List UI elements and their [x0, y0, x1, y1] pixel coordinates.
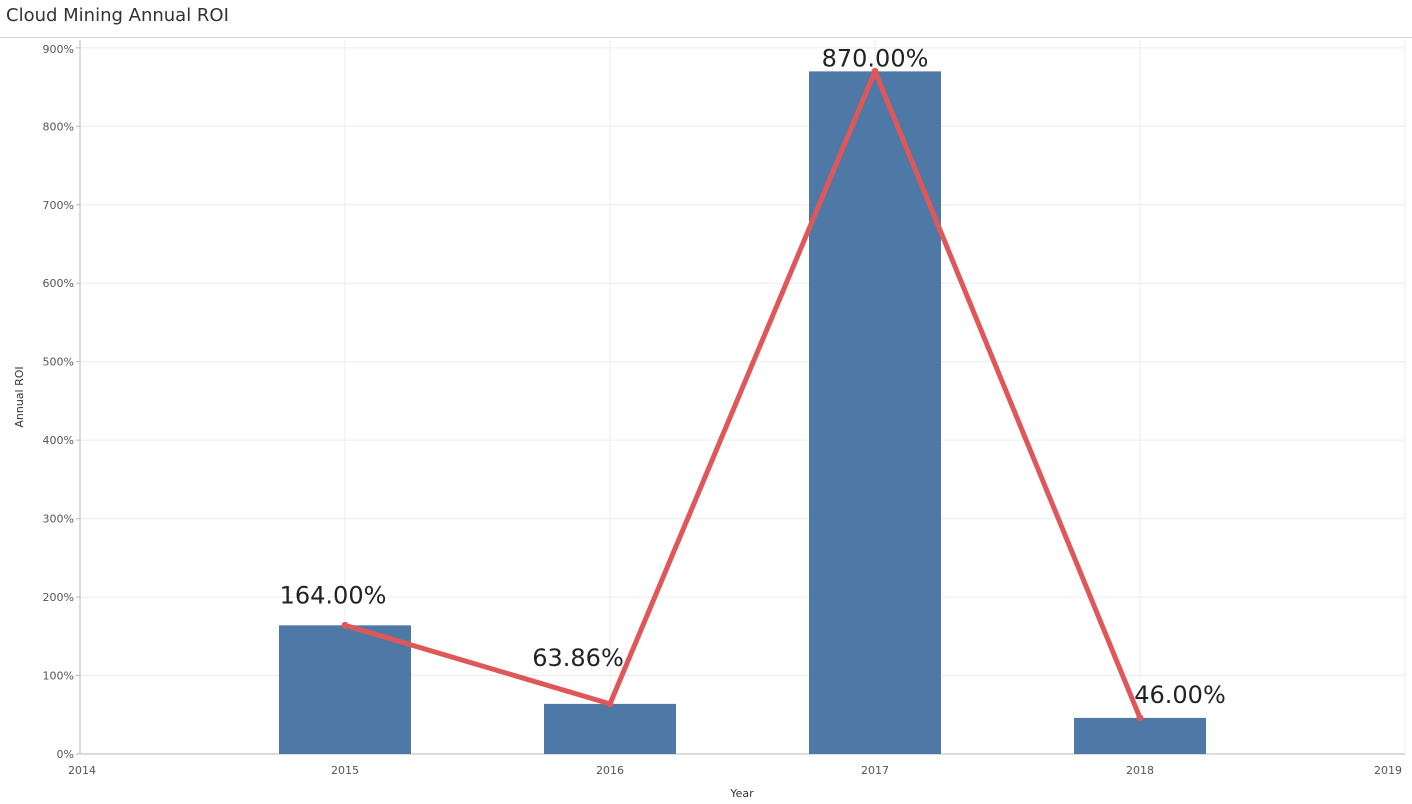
axes: 0% 100% 200% 300% 400% 500% 600% 700% 800% 900% 20…	[43, 40, 1406, 777]
roi-point-2017	[871, 67, 879, 75]
x-tick-label: 2014	[68, 764, 96, 777]
y-tick-label: 600%	[43, 277, 74, 290]
bar-2016	[544, 703, 676, 754]
title-divider	[0, 37, 1412, 38]
y-tick-label: 700%	[43, 199, 74, 212]
roi-line	[341, 67, 1144, 722]
data-label-2018: 46.00%	[1134, 681, 1226, 709]
roi-point-2018	[1136, 714, 1144, 722]
y-tick-label: 400%	[43, 434, 74, 447]
gridlines	[80, 40, 1405, 754]
x-tick-label: 2018	[1126, 764, 1154, 777]
y-tick-label: 800%	[43, 120, 74, 133]
y-tick-label: 900%	[43, 43, 74, 56]
data-label-2015: 164.00%	[280, 581, 387, 609]
x-tick-label: 2017	[861, 764, 889, 777]
y-tick-label: 300%	[43, 513, 74, 526]
roi-line-path	[342, 68, 1143, 721]
data-label-2017: 870.00%	[822, 44, 929, 72]
x-tick-label: 2016	[596, 764, 624, 777]
data-labels: 164.00% 63.86% 870.00% 46.00%	[280, 44, 1226, 709]
x-axis-title: Year	[729, 787, 754, 800]
roi-point-2015	[341, 621, 349, 629]
x-tick-label: 2019	[1374, 764, 1402, 777]
y-tick-label: 0%	[57, 748, 74, 761]
bar-2018	[1074, 717, 1206, 754]
chart-title: Cloud Mining Annual ROI	[6, 5, 229, 26]
bar-2015	[279, 625, 411, 754]
y-tick-label: 500%	[43, 356, 74, 369]
bar-2017	[809, 71, 941, 754]
x-tick-label: 2015	[331, 764, 359, 777]
data-label-2016: 63.86%	[532, 644, 624, 672]
y-tick-label: 100%	[43, 670, 74, 683]
bars	[279, 71, 1206, 754]
y-axis-title: Annual ROI	[13, 366, 26, 427]
roi-point-2016	[606, 700, 614, 708]
y-tick-label: 200%	[43, 591, 74, 604]
